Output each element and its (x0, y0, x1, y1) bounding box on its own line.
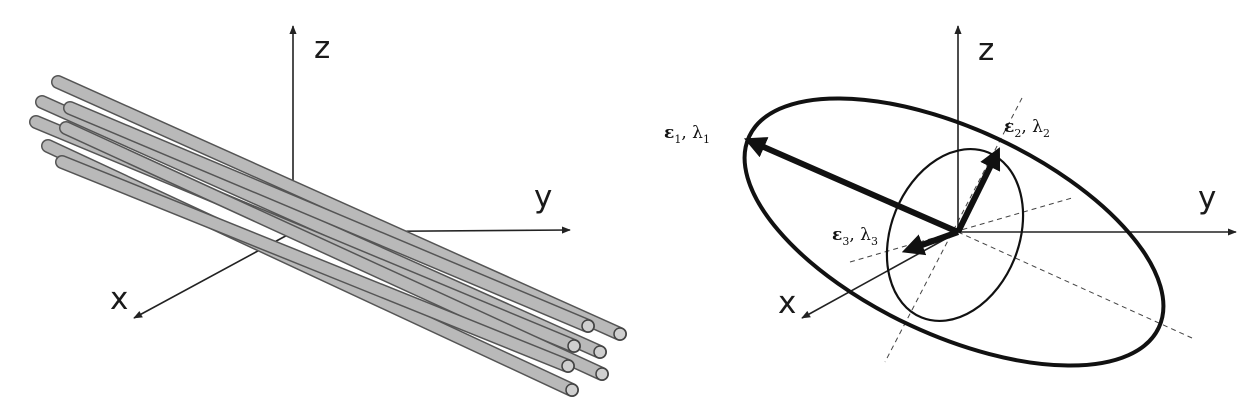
eigen-label-1: ε1, λ1 (664, 123, 710, 146)
fiber-rod (63, 101, 595, 333)
fiber-rods (29, 75, 627, 397)
left-z-label: z (314, 30, 330, 66)
fiber-rod (35, 95, 607, 359)
right-y-label: y (1198, 180, 1216, 216)
fiber-bundle-panel: z y x (29, 25, 627, 397)
left-x-label: x (110, 281, 128, 317)
dashed-axis-1 (957, 231, 1193, 339)
eigenvector-2-arrow (955, 147, 1001, 234)
ellipsoid-outer (742, 96, 1166, 368)
ellipsoid-panel: ε1, λ1 ε2, λ2 ε3, λ3 z y x (664, 25, 1237, 368)
left-y-label: y (534, 179, 552, 215)
right-x-label: x (778, 285, 796, 321)
eigenvector-1-arrow (743, 137, 960, 235)
right-x-axis (801, 231, 959, 319)
right-z-label: z (978, 32, 994, 68)
fiber-rod (51, 75, 627, 341)
fiber-rod (59, 121, 609, 381)
eigen-label-2: ε2, λ2 (1004, 117, 1050, 140)
eigenvector-3-arrow (901, 229, 960, 256)
eigen-label-3: ε3, λ3 (832, 225, 878, 248)
fiber-rod (55, 155, 575, 373)
